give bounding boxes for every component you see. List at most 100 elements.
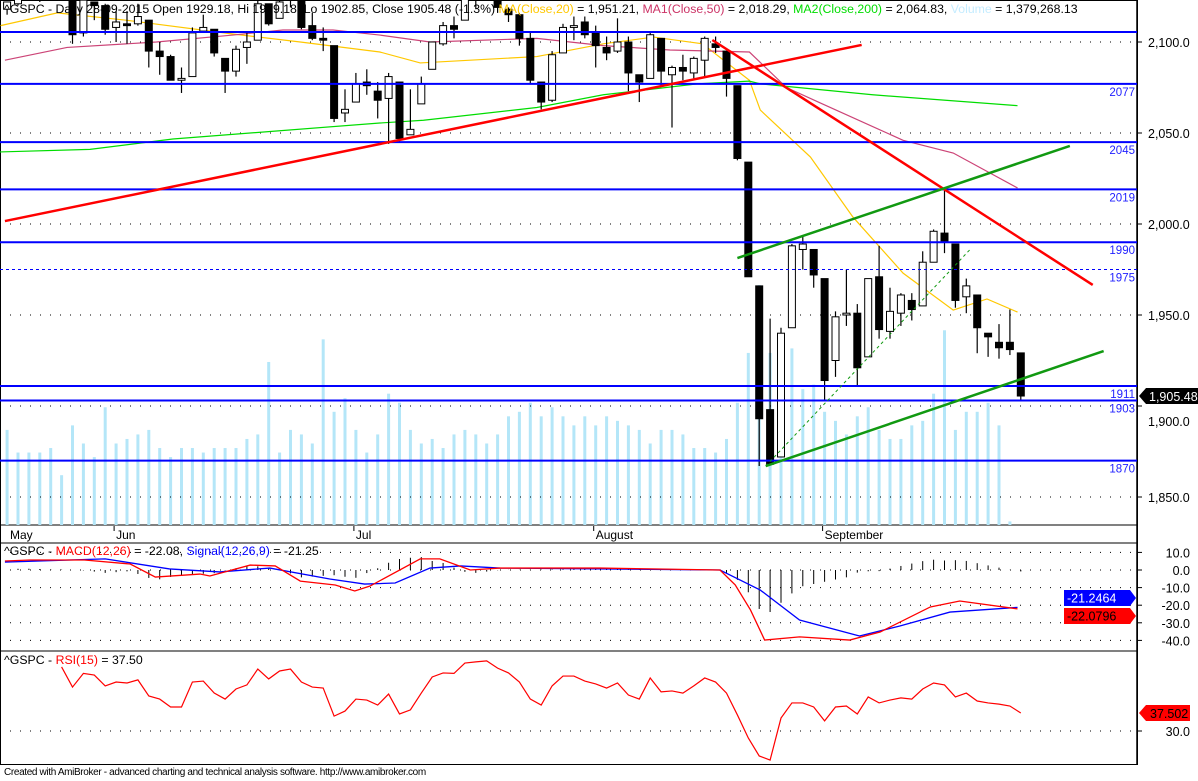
candle[interactable] xyxy=(188,27,197,78)
candle[interactable] xyxy=(613,18,622,53)
candle[interactable] xyxy=(875,245,884,339)
candle[interactable] xyxy=(428,41,437,70)
candle[interactable] xyxy=(101,3,110,35)
candle[interactable] xyxy=(526,31,535,84)
candle[interactable] xyxy=(744,161,753,278)
candle[interactable] xyxy=(929,229,938,263)
candle[interactable] xyxy=(940,187,949,254)
volume-bar xyxy=(376,434,380,525)
candle[interactable] xyxy=(569,16,578,41)
candle[interactable] xyxy=(112,11,121,42)
candle[interactable] xyxy=(155,42,164,75)
candle[interactable] xyxy=(995,324,1003,359)
candle[interactable] xyxy=(853,304,862,386)
candle[interactable] xyxy=(286,0,295,8)
candle[interactable] xyxy=(493,0,502,13)
candle[interactable] xyxy=(678,54,687,81)
candle[interactable] xyxy=(689,56,698,79)
price-axis-label: 1,900.0 xyxy=(1148,415,1190,429)
candle[interactable] xyxy=(624,36,633,92)
candle[interactable] xyxy=(646,32,655,79)
candle[interactable] xyxy=(635,74,644,103)
candle-body-down xyxy=(330,45,339,119)
candle[interactable] xyxy=(395,81,404,143)
volume-bar xyxy=(408,429,412,525)
candle[interactable] xyxy=(886,287,894,339)
candle-body-up xyxy=(253,3,262,41)
candle[interactable] xyxy=(668,65,676,128)
candle[interactable] xyxy=(787,244,796,329)
macd-panel[interactable] xyxy=(0,551,1137,641)
volume-bar xyxy=(180,448,183,525)
candle[interactable] xyxy=(559,23,567,54)
candle[interactable] xyxy=(984,332,993,357)
candle[interactable] xyxy=(657,37,666,86)
candle[interactable] xyxy=(864,278,873,358)
candle[interactable] xyxy=(777,327,785,458)
candle-body-down xyxy=(297,0,306,28)
candle[interactable] xyxy=(602,36,611,61)
candle[interactable] xyxy=(580,16,589,39)
rsi-panel[interactable] xyxy=(0,660,1137,761)
candle[interactable] xyxy=(199,14,208,32)
candle[interactable] xyxy=(177,67,186,93)
candle[interactable] xyxy=(144,19,153,68)
volume-bar xyxy=(583,416,587,525)
red-support-trendline xyxy=(4,43,862,223)
candle-body-up xyxy=(199,26,208,32)
candle[interactable] xyxy=(439,21,448,46)
candle[interactable] xyxy=(733,85,742,161)
candle[interactable] xyxy=(831,311,840,377)
price-panel[interactable] xyxy=(0,0,1137,525)
candle[interactable] xyxy=(1016,352,1025,401)
candle[interactable] xyxy=(406,89,415,136)
candle[interactable] xyxy=(842,269,851,326)
candle[interactable] xyxy=(820,278,829,401)
candle[interactable] xyxy=(450,16,458,39)
candle[interactable] xyxy=(766,318,775,465)
candle[interactable] xyxy=(515,12,524,46)
candle[interactable] xyxy=(755,285,764,467)
candle[interactable] xyxy=(341,89,349,123)
candle[interactable] xyxy=(275,0,284,19)
candle[interactable] xyxy=(3,1,12,15)
candle[interactable] xyxy=(264,3,273,26)
candle[interactable] xyxy=(373,82,382,119)
macd-signal-line xyxy=(4,558,1018,637)
candle[interactable] xyxy=(319,27,328,52)
candle[interactable] xyxy=(951,243,960,308)
candle[interactable] xyxy=(962,278,971,314)
candle[interactable] xyxy=(308,12,317,41)
candle[interactable] xyxy=(417,76,426,105)
candle[interactable] xyxy=(297,0,306,30)
candle[interactable] xyxy=(700,36,709,77)
header-ma200-label: MA2(Close,200) xyxy=(793,2,883,16)
candle[interactable] xyxy=(221,57,230,93)
candle[interactable] xyxy=(362,69,371,95)
candle[interactable] xyxy=(90,1,99,21)
candle[interactable] xyxy=(907,293,916,321)
volume-bar xyxy=(975,411,979,525)
candle[interactable] xyxy=(548,51,557,103)
candle[interactable] xyxy=(68,0,77,44)
candle[interactable] xyxy=(14,0,22,6)
candle[interactable] xyxy=(918,251,927,307)
candle[interactable] xyxy=(472,0,479,10)
candle[interactable] xyxy=(351,72,360,103)
candle[interactable] xyxy=(232,45,240,77)
candle[interactable] xyxy=(460,0,469,21)
candle[interactable] xyxy=(210,28,219,57)
candle[interactable] xyxy=(1005,309,1014,356)
candle[interactable] xyxy=(537,81,546,110)
macd-header-signal-value: = -21.25 xyxy=(269,544,319,558)
candle[interactable] xyxy=(166,54,175,81)
volume-bar xyxy=(997,425,1001,525)
candle[interactable] xyxy=(242,31,251,64)
candle[interactable] xyxy=(133,3,142,26)
candle[interactable] xyxy=(896,293,905,326)
candle[interactable] xyxy=(123,11,131,44)
candle[interactable] xyxy=(504,7,513,22)
candle[interactable] xyxy=(973,294,982,354)
candle[interactable] xyxy=(809,248,818,288)
